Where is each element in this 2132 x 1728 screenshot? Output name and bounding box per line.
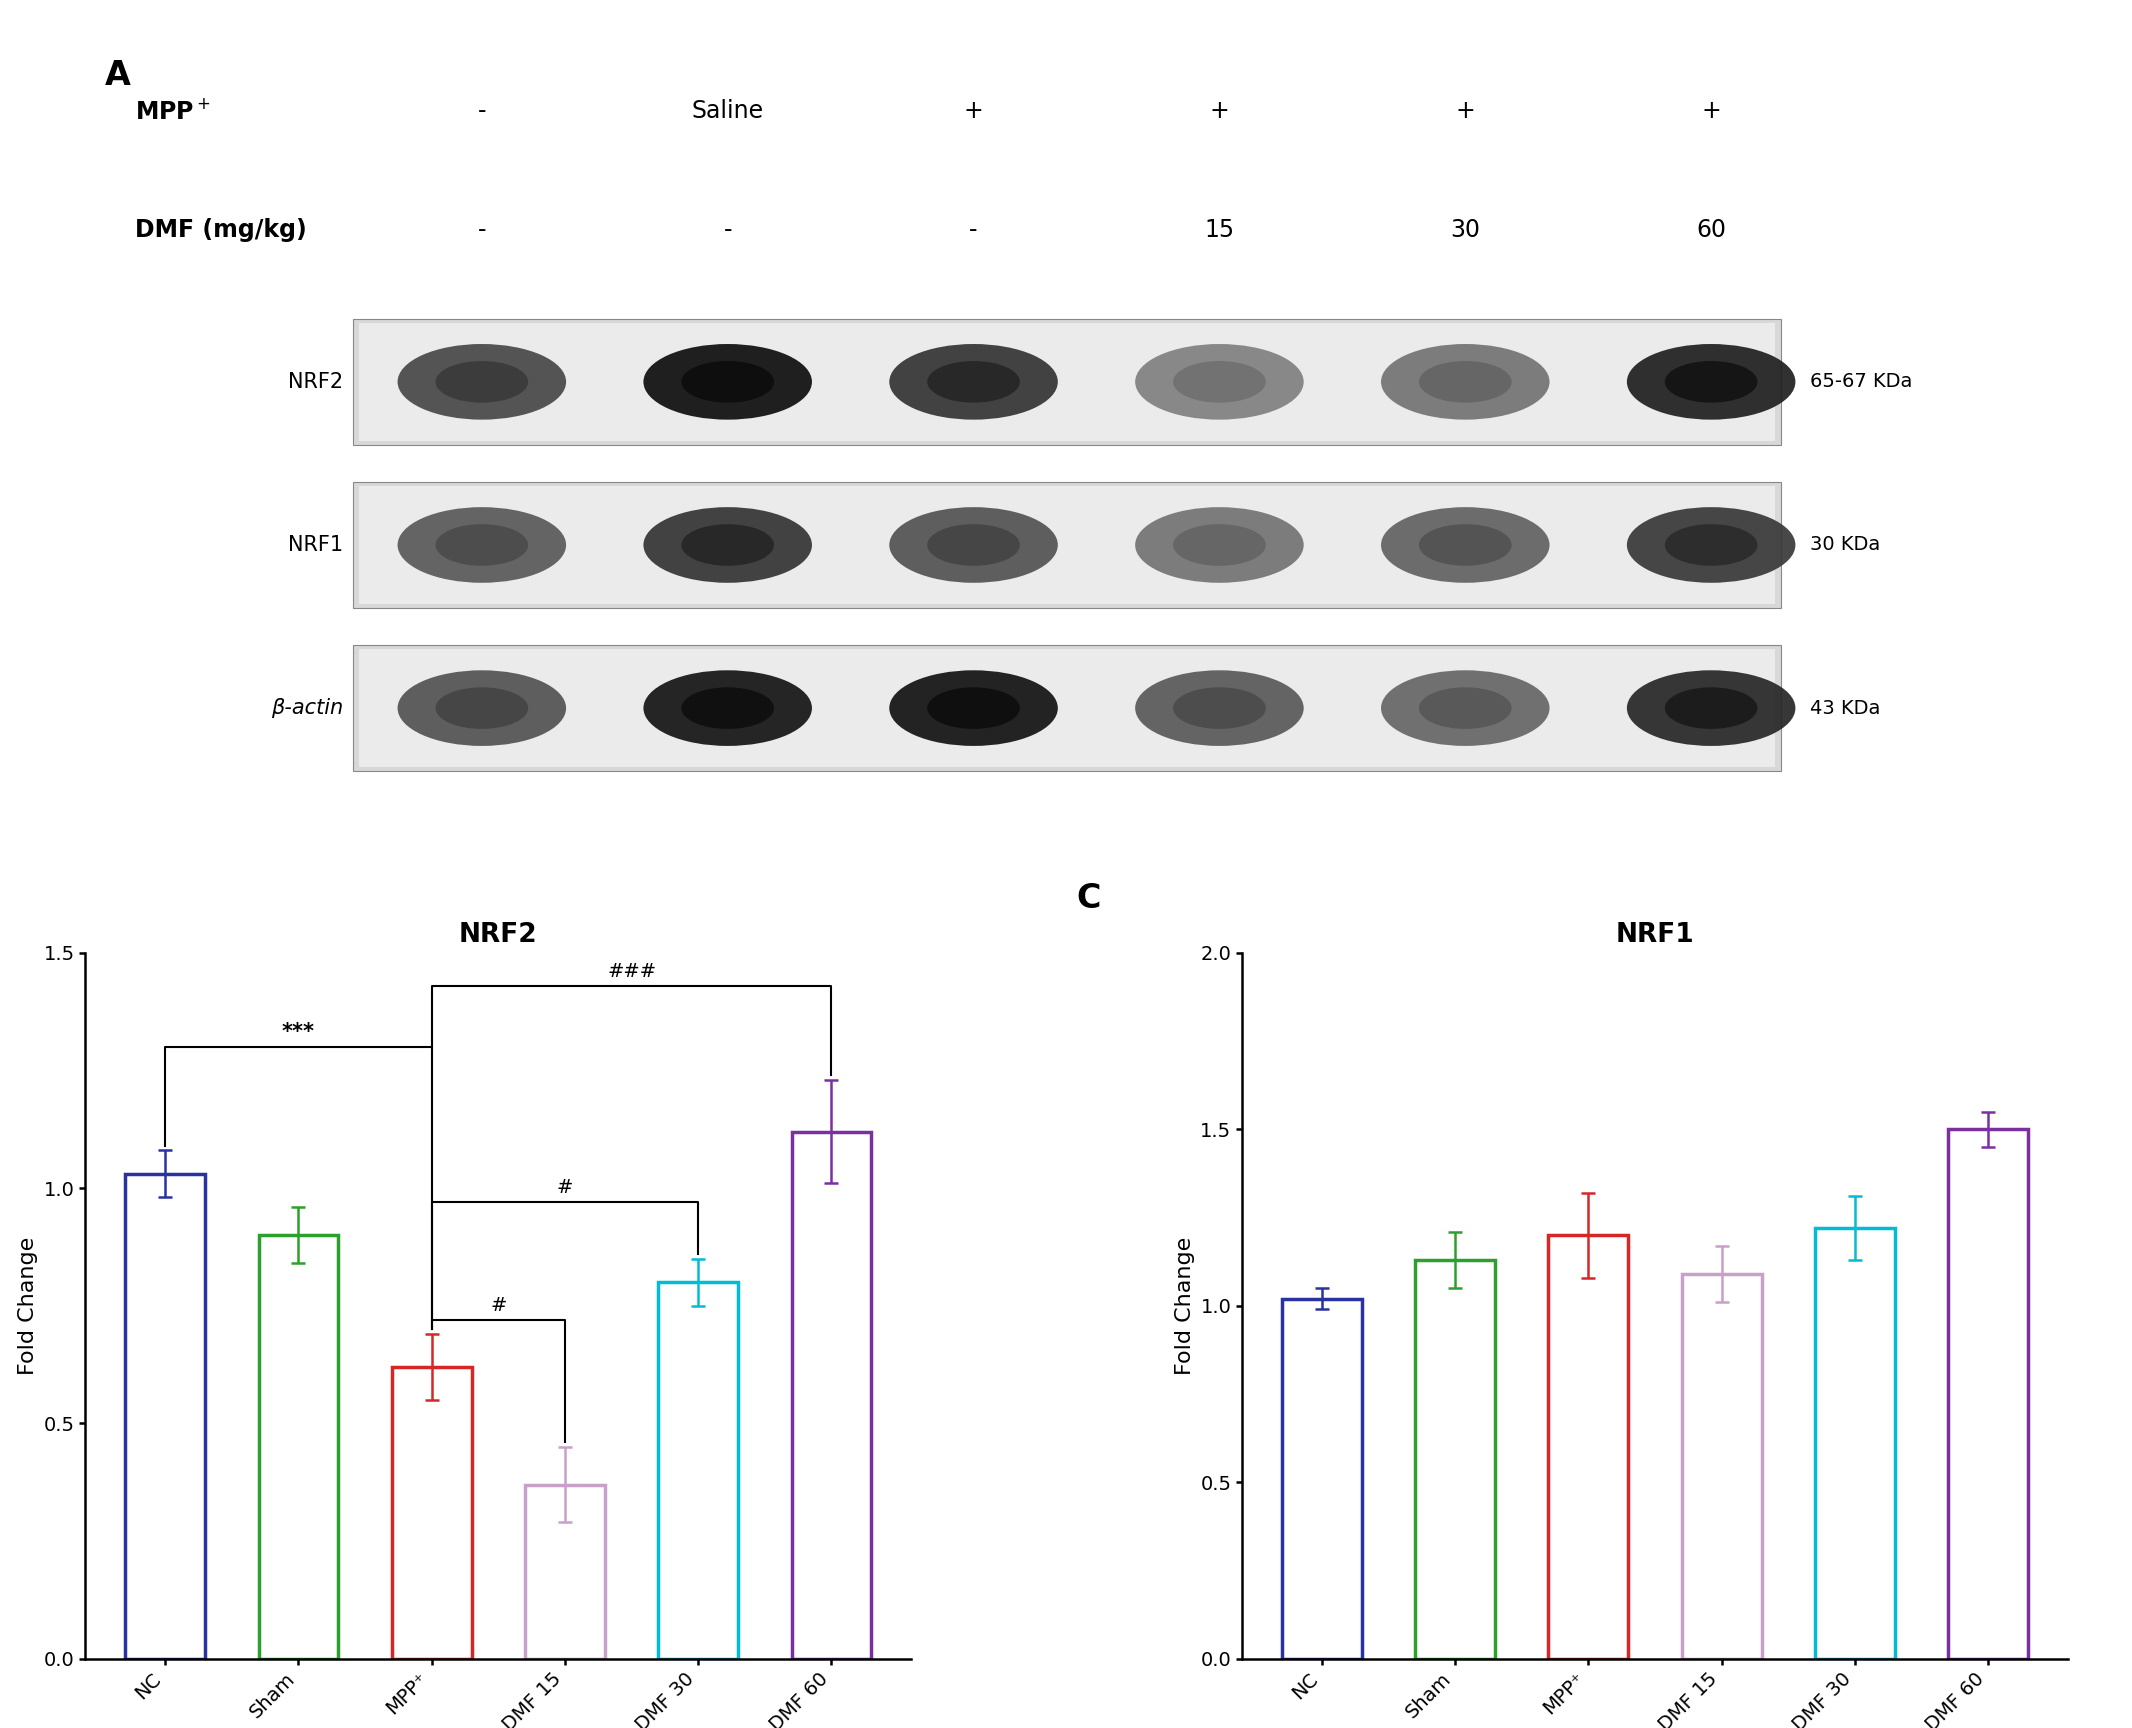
Text: NRF2: NRF2	[288, 372, 343, 392]
Ellipse shape	[927, 688, 1019, 729]
Ellipse shape	[1627, 506, 1795, 582]
Ellipse shape	[889, 506, 1057, 582]
Bar	[1814, 1229, 1895, 1659]
Ellipse shape	[435, 688, 529, 729]
Text: Saline: Saline	[691, 98, 763, 123]
Ellipse shape	[682, 524, 774, 565]
Text: ***: ***	[281, 1021, 316, 1042]
Title: NRF2: NRF2	[458, 921, 537, 947]
Text: -: -	[970, 218, 979, 242]
Ellipse shape	[1627, 344, 1795, 420]
Ellipse shape	[1134, 344, 1303, 420]
Bar	[258, 1236, 339, 1659]
Title: NRF1: NRF1	[1616, 921, 1695, 947]
Ellipse shape	[1420, 688, 1512, 729]
Text: -: -	[478, 98, 486, 123]
Bar	[659, 1282, 738, 1659]
Ellipse shape	[1627, 670, 1795, 746]
Bar	[354, 645, 1780, 771]
Bar	[1416, 1260, 1495, 1659]
Ellipse shape	[1665, 361, 1757, 403]
Text: 65-67 KDa: 65-67 KDa	[1810, 372, 1912, 391]
Text: DMF (mg/kg): DMF (mg/kg)	[134, 218, 307, 242]
Ellipse shape	[1173, 524, 1266, 565]
Text: -: -	[478, 218, 486, 242]
Ellipse shape	[1173, 688, 1266, 729]
Text: A: A	[104, 59, 130, 92]
Ellipse shape	[1134, 506, 1303, 582]
Ellipse shape	[1665, 524, 1757, 565]
Ellipse shape	[1420, 361, 1512, 403]
Bar	[358, 323, 1774, 441]
Y-axis label: Fold Change: Fold Change	[1175, 1237, 1194, 1375]
Ellipse shape	[682, 688, 774, 729]
Bar	[1949, 1128, 2028, 1659]
Text: MPP$^+$: MPP$^+$	[134, 98, 211, 124]
Text: +: +	[1701, 98, 1721, 123]
Text: #: #	[490, 1296, 507, 1315]
Text: NRF1: NRF1	[288, 536, 343, 555]
Ellipse shape	[435, 524, 529, 565]
Bar	[1682, 1274, 1761, 1659]
Bar	[358, 486, 1774, 605]
Ellipse shape	[397, 670, 567, 746]
Bar	[354, 318, 1780, 444]
Ellipse shape	[644, 670, 812, 746]
Ellipse shape	[1134, 670, 1303, 746]
Y-axis label: Fold Change: Fold Change	[19, 1237, 38, 1375]
Text: C: C	[1077, 881, 1100, 916]
Bar	[392, 1367, 471, 1659]
Bar	[126, 1173, 205, 1659]
Text: ###: ###	[608, 962, 657, 982]
Ellipse shape	[1382, 506, 1550, 582]
Text: +: +	[1456, 98, 1475, 123]
Ellipse shape	[644, 344, 812, 420]
Ellipse shape	[927, 361, 1019, 403]
Ellipse shape	[682, 361, 774, 403]
Ellipse shape	[397, 344, 567, 420]
Ellipse shape	[1173, 361, 1266, 403]
Ellipse shape	[397, 506, 567, 582]
Text: +: +	[1209, 98, 1230, 123]
Text: #: #	[556, 1178, 574, 1198]
Text: +: +	[964, 98, 983, 123]
Bar	[524, 1484, 605, 1659]
Text: 43 KDa: 43 KDa	[1810, 698, 1880, 717]
Bar	[354, 482, 1780, 608]
Text: 30 KDa: 30 KDa	[1810, 536, 1880, 555]
Text: 30: 30	[1450, 218, 1480, 242]
Bar	[1548, 1236, 1629, 1659]
Ellipse shape	[889, 344, 1057, 420]
Ellipse shape	[1382, 670, 1550, 746]
Ellipse shape	[435, 361, 529, 403]
Bar	[358, 648, 1774, 767]
Ellipse shape	[1665, 688, 1757, 729]
Text: -: -	[723, 218, 731, 242]
Ellipse shape	[644, 506, 812, 582]
Text: β-actin: β-actin	[271, 698, 343, 719]
Bar	[1281, 1299, 1362, 1659]
Ellipse shape	[1382, 344, 1550, 420]
Ellipse shape	[927, 524, 1019, 565]
Text: 60: 60	[1697, 218, 1727, 242]
Bar	[791, 1132, 872, 1659]
Text: 15: 15	[1205, 218, 1234, 242]
Ellipse shape	[889, 670, 1057, 746]
Ellipse shape	[1420, 524, 1512, 565]
